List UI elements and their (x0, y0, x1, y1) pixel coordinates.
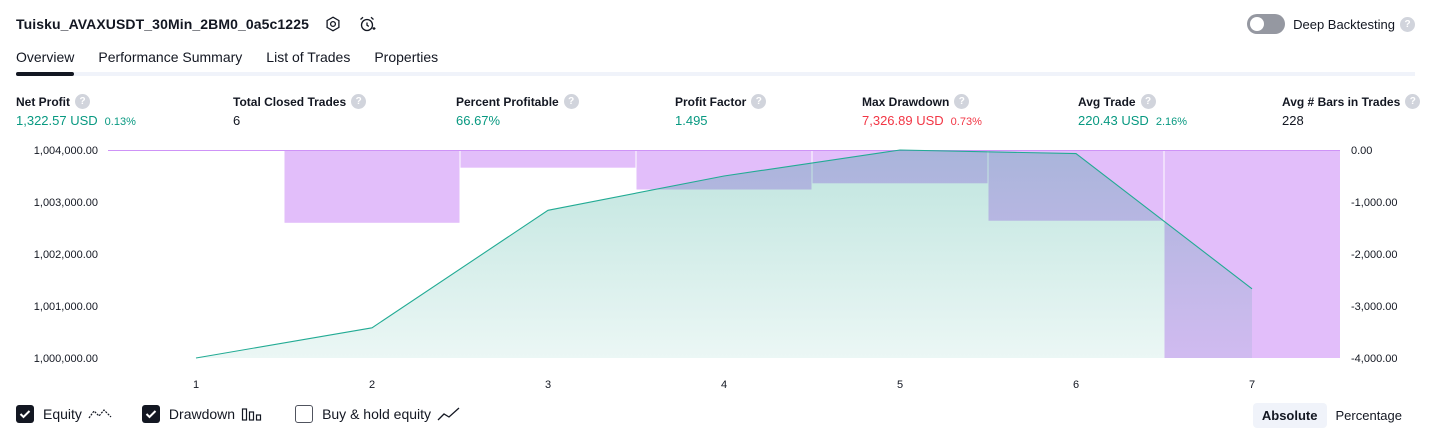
drawdown-checkbox[interactable] (141, 405, 160, 423)
x-axis-tick-label: 3 (545, 379, 551, 391)
help-icon[interactable]: ? (75, 94, 90, 109)
equity-line (195, 149, 1253, 359)
bar-chart-icon (241, 406, 265, 422)
x-axis-tick-label: 5 (897, 379, 903, 391)
stat-total-closed-trades: Total Closed Trades? 6 (233, 93, 367, 128)
left-axis-tick-label: 1,004,000.00 (34, 145, 98, 157)
alarm-add-icon[interactable] (357, 14, 377, 34)
right-axis-tick-label: -3,000.00 (1351, 301, 1397, 313)
stat-value: 6 (233, 113, 241, 128)
strategy-title: Tuisku_AVAXUSDT_30Min_2BM0_0a5c1225 (16, 16, 309, 32)
legend-equity[interactable]: Equity (16, 405, 112, 423)
stat-label: Net Profit (16, 94, 70, 109)
tab-performance-summary[interactable]: Performance Summary (98, 49, 243, 65)
x-axis-tick-label: 1 (193, 379, 199, 391)
help-icon[interactable]: ? (563, 94, 579, 109)
value-mode-switch: Absolute Percentage (1252, 402, 1411, 428)
stat-percent-profitable: Percent Profitable? 66.67% (456, 93, 579, 128)
deep-backtesting-toggle[interactable] (1247, 14, 1286, 34)
legend-buy-hold-label: Buy & hold equity (322, 406, 432, 422)
left-axis-tick-label: 1,003,000.00 (34, 197, 98, 209)
left-axis-tick-label: 1,001,000.00 (34, 301, 98, 313)
stat-value: 228 (1282, 113, 1304, 128)
right-axis-tick-label: -2,000.00 (1351, 249, 1397, 261)
stat-value: 220.43 USD (1078, 113, 1149, 128)
stat-label: Max Drawdown (862, 94, 950, 109)
tab-list-of-trades[interactable]: List of Trades (266, 49, 351, 65)
right-axis-tick-label: 0.00 (1351, 145, 1372, 157)
deep-backtesting-label: Deep Backtesting (1293, 16, 1395, 32)
stat-label: Avg # Bars in Trades (1282, 94, 1401, 109)
stat-max-drawdown: Max Drawdown? 7,326.89 USD 0.73% (862, 93, 982, 128)
stat-label: Avg Trade (1078, 94, 1136, 109)
legend-buy-hold[interactable]: Buy & hold equity (295, 405, 461, 423)
report-tabs: Overview Performance Summary List of Tra… (16, 44, 1415, 76)
stat-value: 1.495 (675, 113, 708, 128)
percentage-button[interactable]: Percentage (1335, 407, 1403, 423)
x-axis-tick-label: 6 (1073, 379, 1079, 391)
line-chart-icon (437, 406, 461, 422)
stat-percent: 2.16% (1155, 116, 1188, 128)
stat-label: Total Closed Trades (233, 94, 347, 109)
x-axis-tick-label: 4 (721, 379, 727, 391)
stat-avg-bars: Avg # Bars in Trades? 228 (1282, 93, 1421, 128)
absolute-button[interactable]: Absolute (1252, 402, 1327, 428)
stat-label: Percent Profitable (456, 94, 559, 109)
stat-avg-trade: Avg Trade? 220.43 USD 2.16% (1078, 93, 1187, 128)
toggle-knob (1250, 17, 1265, 31)
stat-percent: 0.13% (104, 116, 136, 128)
equity-area (196, 150, 1252, 358)
stat-label: Profit Factor (675, 94, 747, 109)
right-axis-tick-label: -1,000.00 (1351, 197, 1397, 209)
help-icon[interactable]: ? (351, 94, 367, 109)
equity-drawdown-chart[interactable]: 1,004,000.00 1,003,000.00 1,002,000.00 1,00… (0, 140, 1431, 396)
stat-value: 7,326.89 USD (862, 113, 944, 128)
legend-equity-label: Equity (43, 406, 82, 422)
drawdown-bar (284, 150, 460, 223)
help-icon[interactable]: ? (954, 94, 970, 109)
right-axis-tick-label: -4,000.00 (1351, 353, 1397, 365)
help-icon[interactable]: ? (1140, 94, 1156, 109)
stat-net-profit: Net Profit? 1,322.57 USD 0.13% (16, 93, 136, 128)
stat-value: 1,322.57 USD (16, 113, 98, 128)
equity-checkbox[interactable] (16, 405, 34, 423)
help-icon[interactable]: ? (1400, 16, 1415, 32)
left-axis-tick-label: 1,000,000.00 (34, 353, 98, 365)
drawdown-bar (460, 150, 636, 168)
tab-properties[interactable]: Properties (374, 49, 439, 65)
left-axis-tick-label: 1,002,000.00 (34, 249, 98, 261)
help-icon[interactable]: ? (751, 94, 767, 109)
strategy-header: Tuisku_AVAXUSDT_30Min_2BM0_0a5c1225 (16, 12, 377, 36)
chart-legend: Equity Drawdown Buy & hold equity (16, 404, 491, 424)
stat-value: 66.67% (456, 113, 501, 128)
stat-percent: 0.73% (950, 116, 982, 128)
legend-drawdown-label: Drawdown (168, 406, 236, 422)
settings-icon[interactable] (323, 14, 343, 34)
buy-hold-checkbox[interactable] (295, 405, 314, 423)
tab-overview[interactable]: Overview (16, 44, 75, 76)
legend-drawdown[interactable]: Drawdown (141, 405, 265, 423)
deep-backtesting: Deep Backtesting ? (1247, 12, 1415, 36)
x-axis-tick-label: 2 (369, 379, 375, 391)
stat-profit-factor: Profit Factor? 1.495 (675, 93, 767, 128)
help-icon[interactable]: ? (1405, 94, 1421, 109)
x-axis-tick-label: 7 (1249, 379, 1255, 391)
equity-line-icon (88, 406, 112, 422)
